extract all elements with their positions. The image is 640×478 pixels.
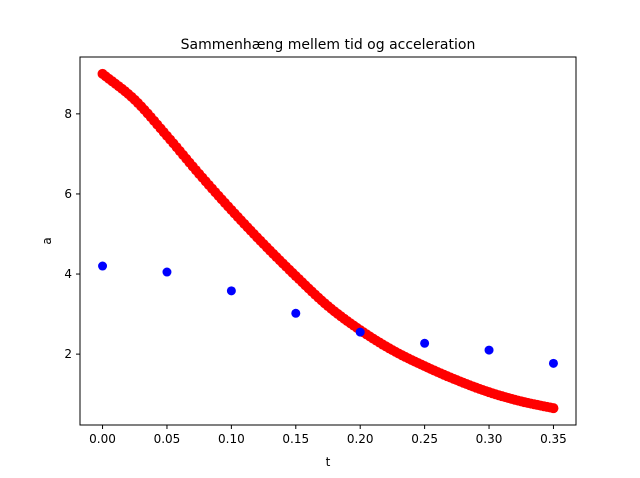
x-axis-ticks: 0.00 0.05 0.10 0.15 0.20 0.25 0.30 0.35 — [89, 425, 567, 446]
x-tick-label: 0.10 — [218, 432, 245, 446]
y-tick-label: 2 — [64, 347, 72, 361]
blue-series — [98, 261, 558, 368]
y-axis-ticks: 2 4 6 8 — [64, 107, 80, 361]
y-axis-label: a — [40, 237, 54, 244]
y-tick-label: 4 — [64, 267, 72, 281]
blue-series-point — [548, 358, 558, 368]
y-tick-label: 8 — [64, 107, 72, 121]
x-tick-label: 0.25 — [411, 432, 438, 446]
red-series-point — [548, 403, 559, 414]
x-tick-label: 0.05 — [154, 432, 181, 446]
chart-title: Sammenhæng mellem tid og acceleration — [181, 37, 476, 53]
plot-frame — [79, 56, 577, 426]
blue-series-point — [291, 308, 301, 318]
x-tick-label: 0.20 — [347, 432, 374, 446]
blue-series-point — [484, 345, 494, 355]
y-tick-label: 6 — [64, 187, 72, 201]
blue-series-point — [98, 261, 108, 271]
x-axis-label: t — [326, 455, 331, 469]
blue-series-point — [226, 286, 236, 296]
x-tick-label: 0.15 — [282, 432, 309, 446]
x-tick-label: 0.35 — [540, 432, 567, 446]
x-tick-label: 0.30 — [476, 432, 503, 446]
blue-series-point — [355, 327, 365, 337]
x-tick-label: 0.00 — [89, 432, 116, 446]
blue-series-point — [420, 338, 430, 348]
blue-series-point — [162, 267, 172, 277]
